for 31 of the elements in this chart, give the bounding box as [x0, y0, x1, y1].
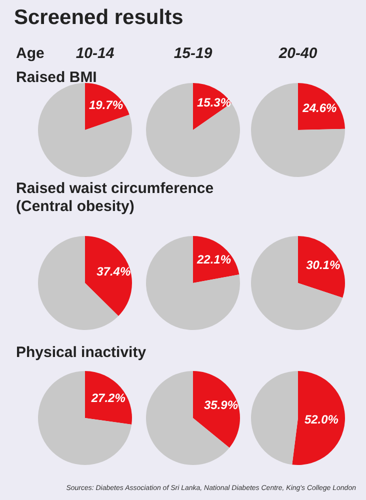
pie-slice: [38, 371, 132, 465]
pie-slice: [146, 83, 240, 177]
pie-slice: [85, 236, 132, 316]
chart-title: Physical inactivity: [16, 344, 147, 361]
text: 20-40: [278, 45, 318, 62]
text: Screened results: [14, 6, 184, 29]
pie-slice: [292, 371, 345, 465]
text: Age: [16, 45, 44, 62]
data-label: 22.1%: [196, 252, 232, 266]
data-label: 15.3%: [196, 96, 232, 110]
pie-slice: [38, 83, 132, 177]
pie-slice: [251, 371, 298, 465]
data-label: 24.6%: [302, 100, 337, 115]
chart-title: Raised BMI: [16, 69, 97, 86]
pie-slice: [193, 371, 240, 448]
data-label: 35.9%: [204, 398, 238, 412]
text: 15-19: [174, 45, 213, 62]
data-label: 30.1%: [306, 258, 340, 272]
pie-slice: [298, 83, 345, 130]
data-label: 19.7%: [88, 98, 124, 112]
data-label: 27.2%: [90, 390, 126, 405]
pie-slice: [251, 83, 345, 177]
pie-slice: [85, 371, 132, 424]
pie-slice: [251, 236, 343, 330]
pie-slice: [193, 236, 240, 283]
data-label: 52.0%: [304, 412, 339, 427]
pie-slice: [146, 236, 240, 330]
pie-slice: [298, 236, 345, 298]
chart-title: Raised waist circumference (Central obesity): [16, 180, 214, 215]
text: 10-14: [76, 45, 115, 62]
data-label: 37.4%: [96, 264, 131, 278]
